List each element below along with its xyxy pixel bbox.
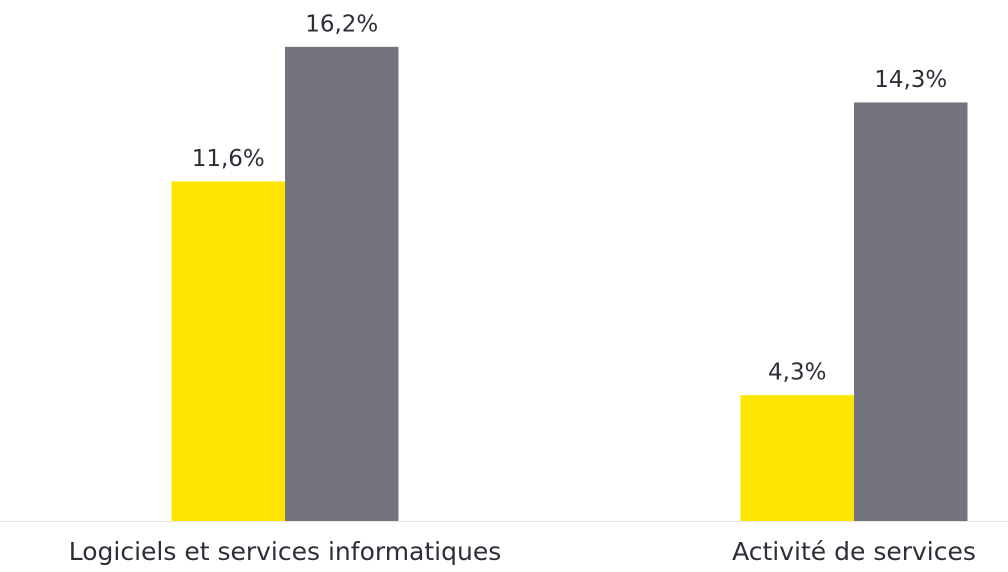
data-label: 16,2% <box>305 11 378 37</box>
bar <box>285 46 399 522</box>
bar <box>171 181 285 521</box>
bar <box>740 395 854 521</box>
x-tick-label: Activité de services <box>732 537 976 566</box>
data-label: 14,3% <box>874 67 947 93</box>
data-label: 4,3% <box>768 360 826 386</box>
data-label: 11,6% <box>192 146 265 172</box>
bar <box>854 102 968 522</box>
x-tick-label: Logiciels et services informatiques <box>69 537 502 566</box>
